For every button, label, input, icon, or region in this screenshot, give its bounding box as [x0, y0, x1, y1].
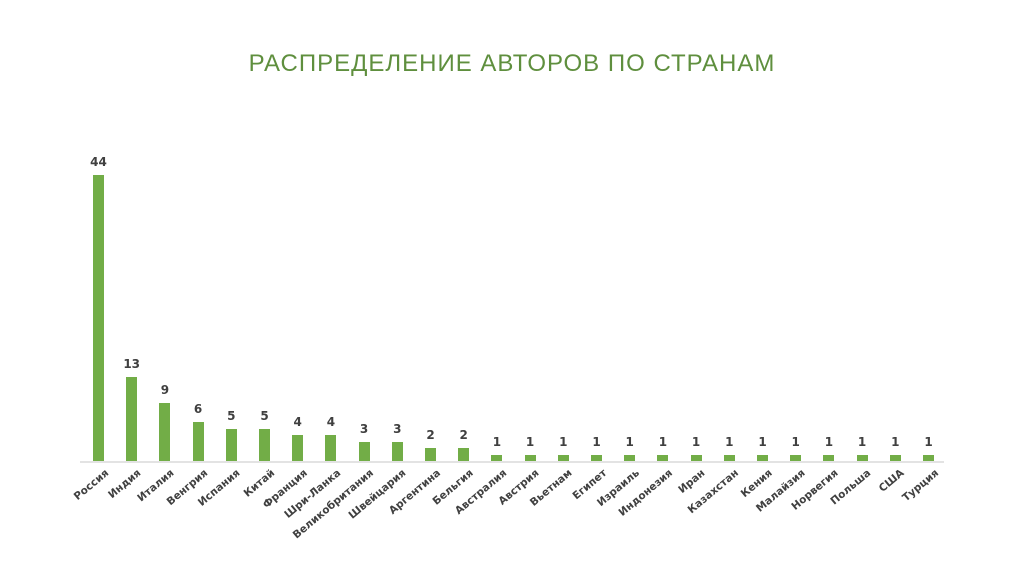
data-label: 1 — [758, 434, 767, 449]
category-label: Турция — [899, 467, 941, 505]
bar — [225, 428, 237, 461]
chart-title: РАСПРЕДЕЛЕНИЕ АВТОРОВ ПО СТРАНАМ — [248, 50, 776, 77]
bar — [126, 376, 138, 461]
bar — [93, 175, 104, 461]
bar — [790, 454, 802, 461]
data-label: 2 — [459, 428, 468, 442]
bar — [192, 422, 204, 461]
bar — [425, 448, 436, 461]
bar — [723, 454, 735, 461]
data-label: 1 — [525, 434, 535, 449]
bar — [458, 448, 470, 461]
data-label: 1 — [492, 434, 502, 449]
data-label: 1 — [725, 434, 734, 449]
data-label: 1 — [559, 434, 568, 449]
data-label: 1 — [891, 434, 900, 449]
data-label: 44 — [90, 155, 107, 169]
data-label: 1 — [592, 434, 601, 449]
bar — [325, 435, 337, 461]
data-label: 4 — [326, 415, 336, 429]
bar — [823, 454, 835, 461]
category-label: Россия — [71, 467, 111, 503]
bar — [624, 454, 636, 461]
data-label: 1 — [924, 434, 933, 449]
data-label: 1 — [824, 434, 834, 449]
data-label: 3 — [359, 421, 369, 436]
bar — [491, 454, 503, 461]
bar — [259, 428, 270, 461]
bar — [889, 454, 901, 461]
data-label: 1 — [791, 434, 800, 449]
category-label: США — [877, 467, 907, 495]
data-label: 1 — [658, 434, 668, 449]
bar — [292, 435, 304, 461]
data-label: 4 — [293, 415, 302, 429]
data-label: 2 — [426, 428, 435, 442]
data-label: 1 — [691, 434, 701, 449]
data-label: 6 — [193, 402, 203, 416]
data-label: 3 — [393, 421, 402, 436]
data-label: 1 — [625, 434, 634, 449]
bar — [159, 402, 171, 461]
bar — [856, 454, 868, 461]
data-label: 1 — [857, 434, 867, 449]
data-label: 9 — [160, 382, 170, 397]
bar — [591, 454, 602, 461]
bar — [657, 454, 669, 461]
bar — [757, 454, 768, 461]
category-label: Швейцария — [346, 467, 409, 522]
data-label: 5 — [227, 408, 236, 423]
bar — [391, 441, 403, 461]
data-label: 13 — [123, 356, 141, 371]
bar — [923, 454, 934, 461]
bar — [358, 441, 370, 461]
data-label: 5 — [260, 408, 269, 423]
x-axis-line — [80, 461, 944, 463]
bar — [557, 454, 569, 461]
bar — [690, 454, 702, 461]
bar — [524, 454, 536, 461]
